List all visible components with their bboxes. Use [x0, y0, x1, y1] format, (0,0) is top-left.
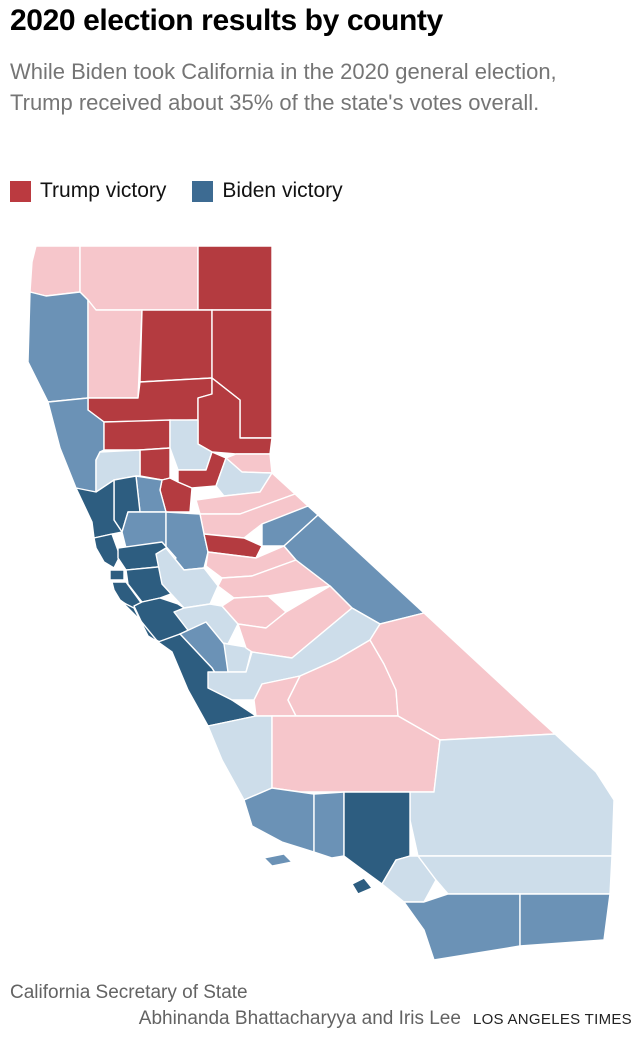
county-san-diego	[403, 893, 521, 961]
page-subtitle: While Biden took California in the 2020 …	[10, 59, 557, 115]
county-san-francisco	[109, 569, 125, 581]
county-amador	[203, 533, 263, 559]
county-kern	[271, 715, 441, 793]
county-santa-barbara	[243, 787, 315, 853]
county-ventura	[313, 791, 345, 859]
brand-logo: LOS ANGELES TIMES	[472, 1011, 632, 1028]
county-san-joaquin	[155, 547, 219, 609]
legend-item-biden: Biden victory	[192, 179, 343, 203]
county-channel-islands	[263, 853, 293, 867]
county-imperial	[519, 893, 611, 947]
county-san-bernardino	[409, 733, 615, 857]
legend-item-trump: Trump victory	[10, 179, 166, 203]
county-riverside	[417, 855, 613, 895]
county-yolo	[135, 475, 167, 513]
trump-swatch	[10, 180, 31, 202]
county-modoc	[197, 245, 273, 311]
county-santa-catalina	[351, 877, 373, 895]
footer-credit: Abhinanda Bhattacharyya and Iris Lee	[138, 1008, 461, 1029]
county-tuolumne	[217, 559, 331, 599]
county-siskiyou	[79, 245, 199, 311]
county-trinity	[87, 299, 143, 399]
footer-source: California Secretary of State	[10, 982, 248, 1003]
county-humboldt	[27, 291, 89, 403]
county-shasta	[139, 309, 213, 383]
biden-swatch	[192, 180, 214, 202]
legend: Trump victory Biden victory	[10, 179, 343, 203]
county-marin	[93, 533, 121, 569]
county-glenn	[103, 419, 171, 451]
page-title: 2020 election results by county	[10, 4, 443, 37]
county-colusa	[139, 447, 171, 481]
footer-row: Abhinanda Bhattacharyya and Iris Lee LOS…	[139, 1008, 632, 1030]
county-orange	[381, 855, 437, 903]
county-san-luis-obispo	[207, 715, 273, 801]
legend-label-trump: Trump victory	[40, 179, 167, 202]
county-del-norte	[29, 245, 81, 297]
legend-label-biden: Biden victory	[222, 179, 343, 202]
